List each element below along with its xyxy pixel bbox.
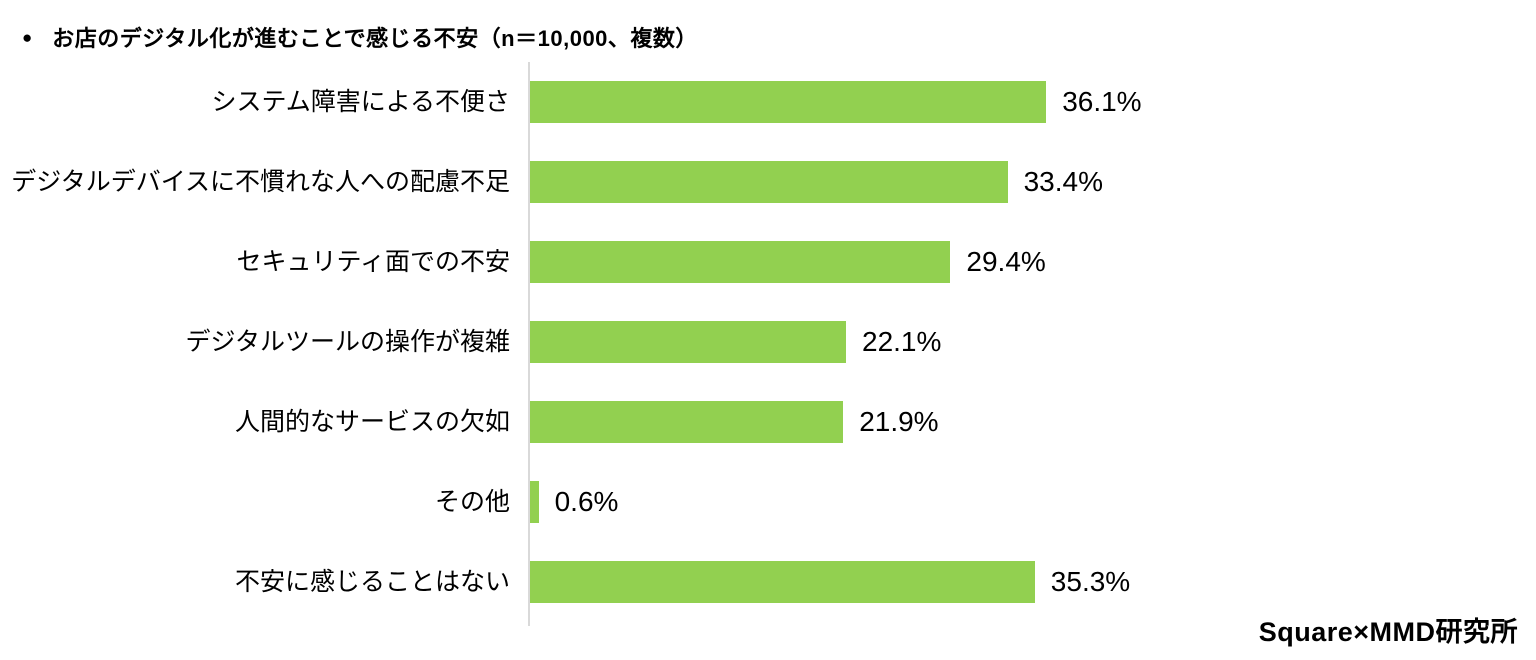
chart-row: システム障害による不便さ 36.1% [0, 62, 1536, 142]
value-label: 29.4% [966, 246, 1046, 277]
chart-title-row: ● お店のデジタル化が進むことで感じる不安（n＝10,000、複数） [0, 0, 1536, 54]
category-label: 人間的なサービスの欠如 [234, 408, 510, 436]
bar [530, 161, 1008, 203]
bar [530, 561, 1035, 603]
category-label: セキュリティ面での不安 [236, 248, 510, 276]
value-label: 36.1% [1062, 86, 1142, 117]
value-label: 33.4% [1023, 166, 1103, 197]
chart-row: その他 0.6% [0, 462, 1536, 542]
chart-row: 人間的なサービスの欠如 21.9% [0, 382, 1536, 462]
plot-area: 22.1% [528, 302, 1536, 382]
plot-area: 35.3% [528, 542, 1536, 622]
chart-row: デジタルデバイスに不慣れな人への配慮不足 33.4% [0, 142, 1536, 222]
bullet-icon: ● [22, 27, 33, 47]
plot-area: 36.1% [528, 62, 1536, 142]
bar [530, 401, 844, 443]
category-label: システム障害による不便さ [211, 88, 510, 116]
chart-title: お店のデジタル化が進むことで感じる不安（n＝10,000、複数） [52, 26, 698, 51]
category-label: デジタルデバイスに不慣れな人への配慮不足 [11, 168, 510, 196]
value-label: 22.1% [862, 326, 942, 357]
bar [530, 321, 846, 363]
axis-cap [0, 622, 1536, 626]
category-label: デジタルツールの操作が複雑 [185, 328, 510, 356]
bar [530, 241, 951, 283]
category-label: 不安に感じることはない [234, 568, 510, 596]
bar-chart: システム障害による不便さ 36.1% デジタルデバイスに不慣れな人への配慮不足 33.… [0, 62, 1536, 626]
value-label: 21.9% [859, 406, 939, 437]
chart-row: 不安に感じることはない 35.3% [0, 542, 1536, 622]
plot-area: 29.4% [528, 222, 1536, 302]
value-label: 35.3% [1050, 566, 1131, 597]
plot-area: 21.9% [528, 382, 1536, 462]
plot-area: 0.6% [528, 462, 1536, 542]
value-label: 0.6% [554, 486, 619, 517]
axis-cap-line [528, 622, 1536, 626]
bar [530, 81, 1047, 123]
chart-row: デジタルツールの操作が複雑 22.1% [0, 302, 1536, 382]
plot-area: 33.4% [528, 142, 1536, 222]
chart-row: セキュリティ面での不安 29.4% [0, 222, 1536, 302]
source-credit: Square×MMD研究所 [1258, 617, 1518, 647]
category-label: その他 [434, 488, 510, 516]
bar [530, 481, 539, 523]
